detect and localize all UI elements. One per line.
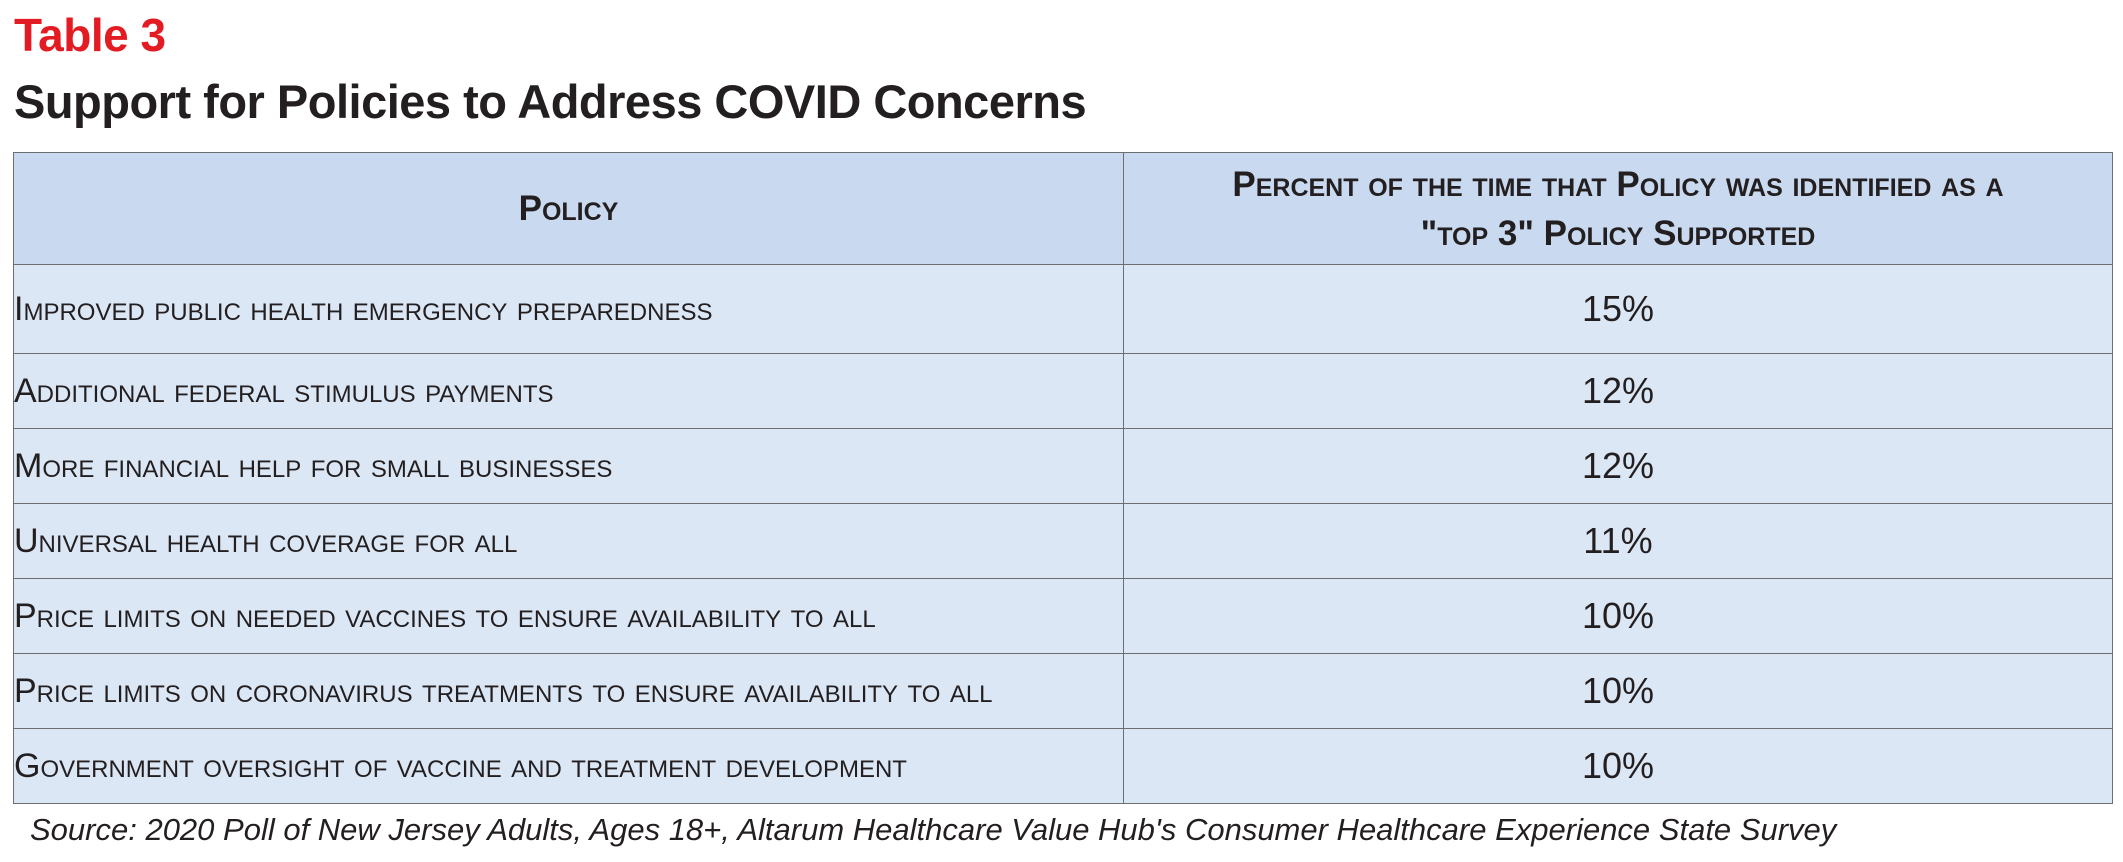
column-header-percent: Percent of the time that Policy was iden… [1123,152,2113,265]
policy-support-table: Policy Percent of the time that Policy w… [13,152,2113,804]
policy-cell: Price limits on coronavirus treatments t… [13,653,1124,729]
table-row: Price limits on coronavirus treatments t… [13,653,2113,729]
policy-cell: Government oversight of vaccine and trea… [13,728,1124,804]
table-header-row: Policy Percent of the time that Policy w… [13,152,2113,265]
percent-cell: 12% [1123,428,2113,504]
policy-cell: More financial help for small businesses [13,428,1124,504]
table-number: Table 3 [14,9,166,61]
percent-cell: 10% [1123,578,2113,654]
table-row: Universal health coverage for all 11% [13,503,2113,579]
source-note: Source: 2020 Poll of New Jersey Adults, … [30,812,1837,847]
table-row: Government oversight of vaccine and trea… [13,728,2113,804]
percent-cell: 11% [1123,503,2113,579]
table-title: Support for Policies to Address COVID Co… [14,75,1087,128]
percent-cell: 12% [1123,353,2113,429]
percent-cell: 15% [1123,264,2113,354]
table-row: Improved public health emergency prepare… [13,264,2113,354]
policy-cell: Improved public health emergency prepare… [13,264,1124,354]
policy-cell: Price limits on needed vaccines to ensur… [13,578,1124,654]
percent-cell: 10% [1123,728,2113,804]
table-row: Price limits on needed vaccines to ensur… [13,578,2113,654]
percent-cell: 10% [1123,653,2113,729]
policy-cell: Universal health coverage for all [13,503,1124,579]
table-row: Additional federal stimulus payments 12% [13,353,2113,429]
column-header-policy: Policy [13,152,1124,265]
policy-cell: Additional federal stimulus payments [13,353,1124,429]
table-row: More financial help for small businesses… [13,428,2113,504]
